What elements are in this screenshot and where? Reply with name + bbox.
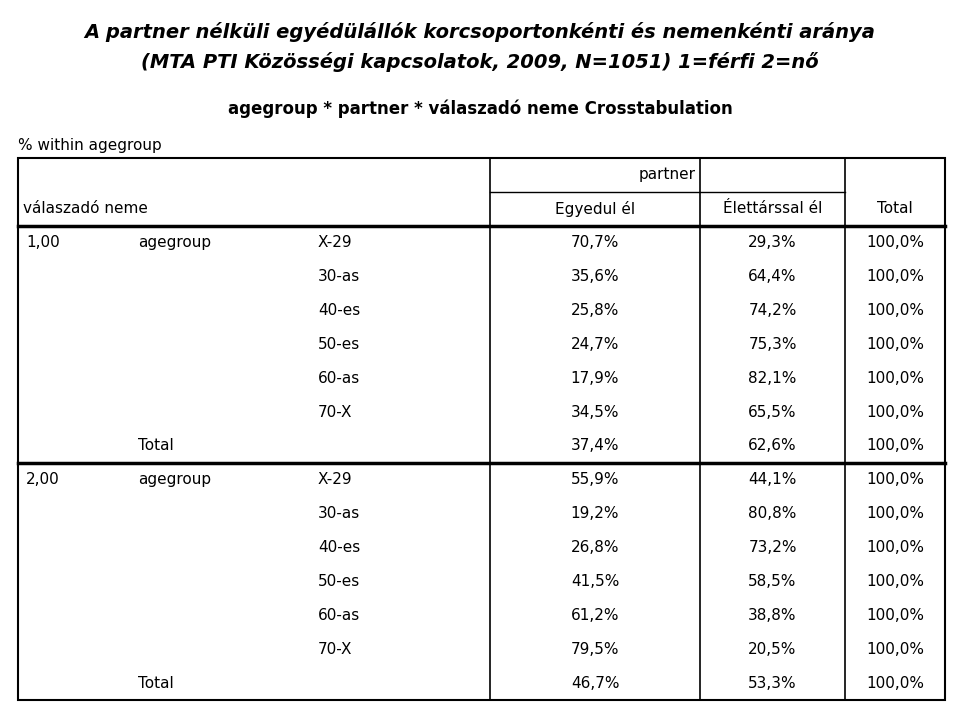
Text: 41,5%: 41,5% xyxy=(571,574,619,589)
Text: 70-X: 70-X xyxy=(318,405,352,419)
Text: 17,9%: 17,9% xyxy=(571,371,619,385)
Text: 20,5%: 20,5% xyxy=(748,642,797,657)
Text: 100,0%: 100,0% xyxy=(866,371,924,385)
Text: 70-X: 70-X xyxy=(318,642,352,657)
Text: 60-as: 60-as xyxy=(318,608,360,623)
Text: 38,8%: 38,8% xyxy=(748,608,797,623)
Text: 44,1%: 44,1% xyxy=(748,472,797,487)
Text: Total: Total xyxy=(138,676,174,690)
Text: 35,6%: 35,6% xyxy=(570,269,619,284)
Text: Egyedul él: Egyedul él xyxy=(555,201,636,217)
Text: A partner nélküli egyédülállók korcsoportonkénti és nemenkénti aránya: A partner nélküli egyédülállók korcsopor… xyxy=(84,22,876,42)
Text: 24,7%: 24,7% xyxy=(571,337,619,352)
Text: 53,3%: 53,3% xyxy=(748,676,797,690)
Text: 75,3%: 75,3% xyxy=(748,337,797,352)
Text: 100,0%: 100,0% xyxy=(866,303,924,318)
Text: 100,0%: 100,0% xyxy=(866,235,924,250)
Text: 46,7%: 46,7% xyxy=(571,676,619,690)
Text: 100,0%: 100,0% xyxy=(866,405,924,419)
Text: 50-es: 50-es xyxy=(318,574,360,589)
Text: 79,5%: 79,5% xyxy=(571,642,619,657)
Text: agegroup * partner * válaszadó neme Crosstabulation: agegroup * partner * válaszadó neme Cros… xyxy=(228,100,732,119)
Text: 82,1%: 82,1% xyxy=(748,371,797,385)
Text: 1,00: 1,00 xyxy=(26,235,60,250)
Text: válaszadó neme: válaszadó neme xyxy=(23,201,148,216)
Text: X-29: X-29 xyxy=(318,235,352,250)
Text: 73,2%: 73,2% xyxy=(748,540,797,555)
Text: 100,0%: 100,0% xyxy=(866,337,924,352)
Text: 62,6%: 62,6% xyxy=(748,438,797,453)
Text: 64,4%: 64,4% xyxy=(748,269,797,284)
Text: 100,0%: 100,0% xyxy=(866,472,924,487)
Text: 58,5%: 58,5% xyxy=(748,574,797,589)
Text: 34,5%: 34,5% xyxy=(571,405,619,419)
Text: 100,0%: 100,0% xyxy=(866,540,924,555)
Text: 74,2%: 74,2% xyxy=(748,303,797,318)
Text: 55,9%: 55,9% xyxy=(571,472,619,487)
Text: 19,2%: 19,2% xyxy=(571,506,619,521)
Text: 100,0%: 100,0% xyxy=(866,608,924,623)
Text: 29,3%: 29,3% xyxy=(748,235,797,250)
Text: X-29: X-29 xyxy=(318,472,352,487)
Text: 100,0%: 100,0% xyxy=(866,676,924,690)
Text: 100,0%: 100,0% xyxy=(866,506,924,521)
Text: % within agegroup: % within agegroup xyxy=(18,138,161,153)
Text: 37,4%: 37,4% xyxy=(571,438,619,453)
Text: agegroup: agegroup xyxy=(138,472,211,487)
Text: 80,8%: 80,8% xyxy=(748,506,797,521)
Text: 40-es: 40-es xyxy=(318,540,360,555)
Text: partner: partner xyxy=(639,167,696,182)
Text: Total: Total xyxy=(138,438,174,453)
Text: 40-es: 40-es xyxy=(318,303,360,318)
Text: 100,0%: 100,0% xyxy=(866,642,924,657)
Text: 30-as: 30-as xyxy=(318,269,360,284)
Text: 30-as: 30-as xyxy=(318,506,360,521)
Text: agegroup: agegroup xyxy=(138,235,211,250)
Bar xyxy=(18,158,945,700)
Text: 2,00: 2,00 xyxy=(26,472,60,487)
Text: 70,7%: 70,7% xyxy=(571,235,619,250)
Text: Total: Total xyxy=(877,201,913,216)
Text: Élettárssal él: Élettárssal él xyxy=(723,201,822,216)
Text: 25,8%: 25,8% xyxy=(571,303,619,318)
Text: (MTA PTI Közösségi kapcsolatok, 2009, N=1051) 1=férfi 2=nő: (MTA PTI Közösségi kapcsolatok, 2009, N=… xyxy=(141,52,819,72)
Text: 61,2%: 61,2% xyxy=(571,608,619,623)
Text: 100,0%: 100,0% xyxy=(866,438,924,453)
Text: 60-as: 60-as xyxy=(318,371,360,385)
Text: 65,5%: 65,5% xyxy=(748,405,797,419)
Text: 50-es: 50-es xyxy=(318,337,360,352)
Text: 100,0%: 100,0% xyxy=(866,574,924,589)
Text: 100,0%: 100,0% xyxy=(866,269,924,284)
Text: 26,8%: 26,8% xyxy=(571,540,619,555)
